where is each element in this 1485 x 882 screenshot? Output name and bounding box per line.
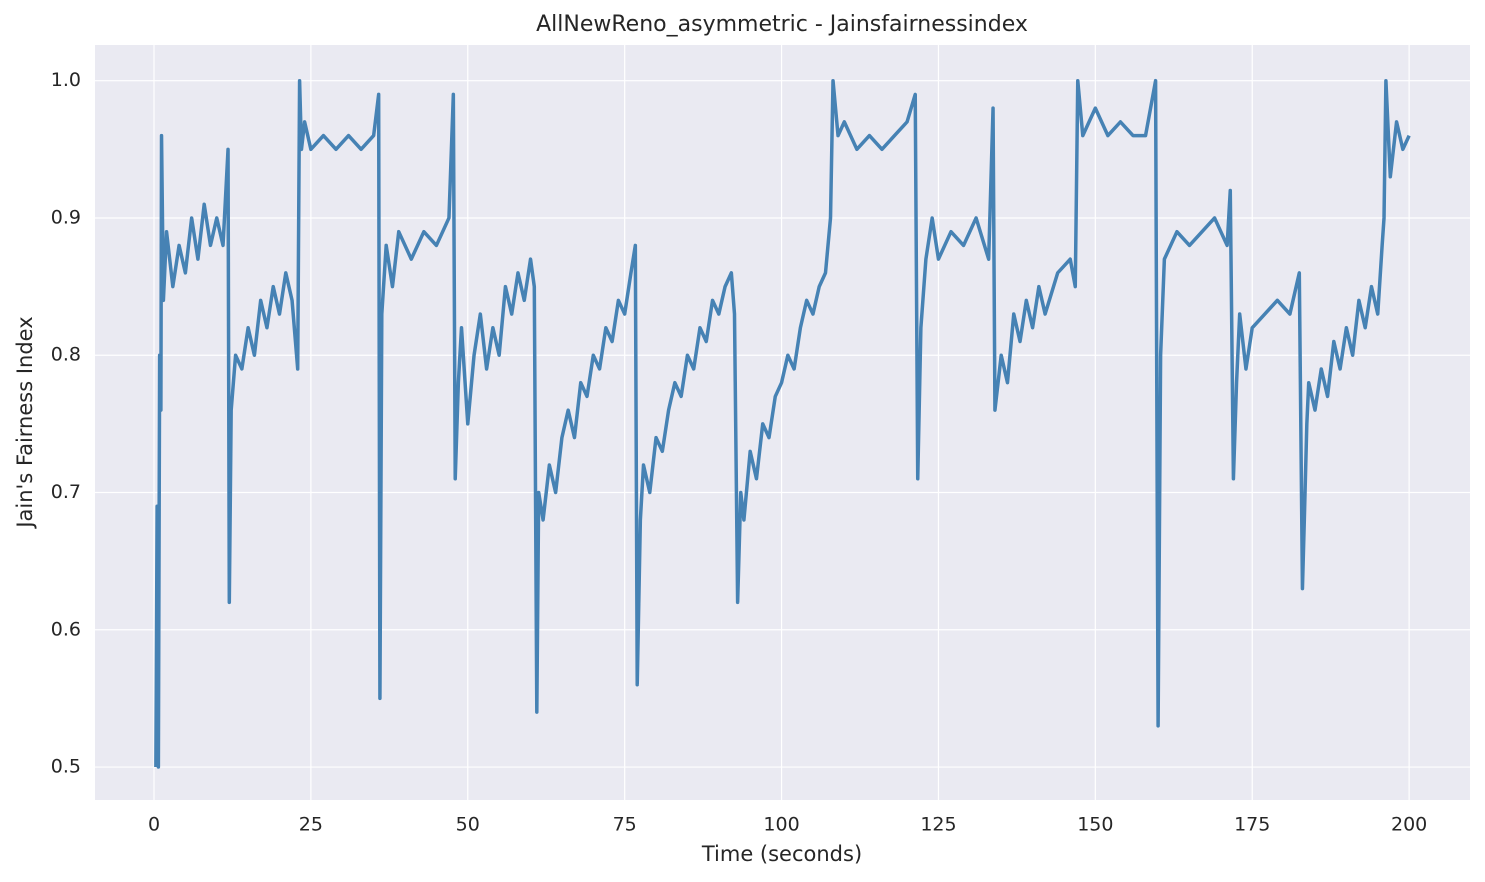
y-tick-label: 0.9 (51, 206, 81, 228)
x-tick-label: 175 (1234, 814, 1270, 836)
x-axis-label: Time (seconds) (701, 842, 862, 866)
x-tick-label: 150 (1077, 814, 1113, 836)
x-tick-label: 25 (299, 814, 323, 836)
y-tick-label: 0.8 (51, 344, 81, 366)
y-tick-label: 0.6 (51, 618, 81, 640)
x-tick-label: 100 (763, 814, 799, 836)
x-tick-label: 125 (920, 814, 956, 836)
y-tick-label: 0.7 (51, 481, 81, 503)
data-line (154, 78, 1411, 769)
x-tick-label: 75 (613, 814, 637, 836)
plot-area (95, 45, 1470, 800)
chart-title: AllNewReno_asymmetric - Jainsfairnessind… (536, 12, 1028, 37)
x-tick-label: 0 (148, 814, 160, 836)
y-axis-label: Jain's Fairness Index (13, 316, 37, 529)
x-tick-label: 50 (456, 814, 480, 836)
y-tick-label: 1.0 (51, 69, 81, 91)
x-tick-label: 200 (1391, 814, 1427, 836)
y-tick-label: 0.5 (51, 756, 81, 778)
